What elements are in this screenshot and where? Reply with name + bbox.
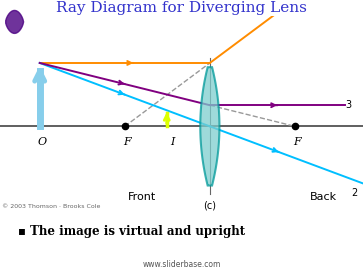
Text: ▪ The image is virtual and upright: ▪ The image is virtual and upright: [18, 225, 245, 238]
Text: © 2003 Thomson · Brooks Cole: © 2003 Thomson · Brooks Cole: [2, 204, 101, 210]
Text: F: F: [123, 137, 131, 147]
Title: Ray Diagram for Diverging Lens: Ray Diagram for Diverging Lens: [56, 1, 307, 15]
Text: 2: 2: [351, 188, 357, 198]
Text: F: F: [293, 137, 301, 147]
Polygon shape: [200, 67, 220, 185]
Text: (c): (c): [203, 200, 216, 210]
Text: I: I: [170, 137, 175, 147]
Text: 3: 3: [346, 100, 352, 110]
Polygon shape: [6, 10, 24, 33]
Text: Front: Front: [128, 192, 156, 202]
Text: O: O: [37, 137, 46, 147]
Text: www.sliderbase.com: www.sliderbase.com: [142, 260, 221, 269]
Text: Back: Back: [310, 192, 337, 202]
